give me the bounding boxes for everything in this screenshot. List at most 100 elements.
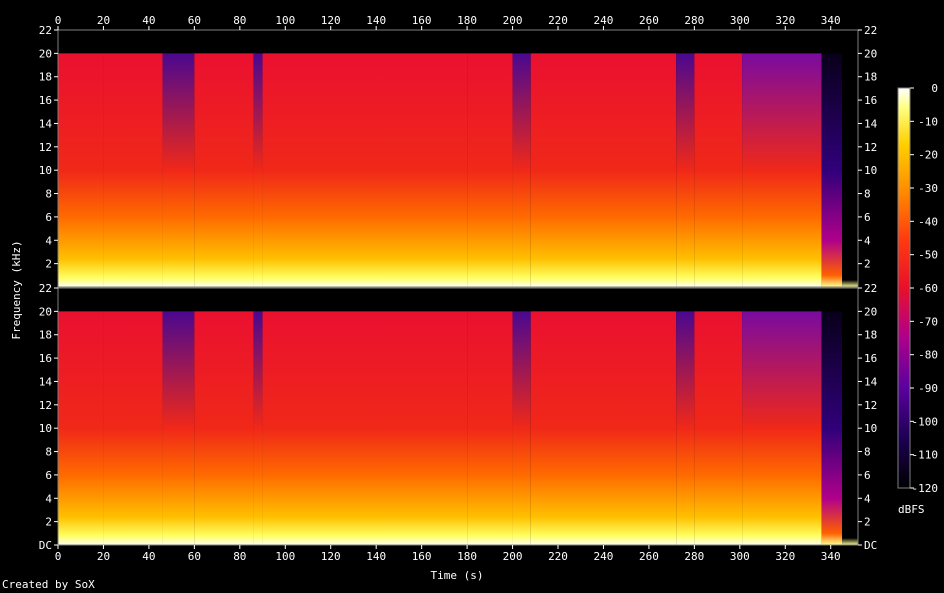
segment-8 <box>530 53 677 288</box>
x-tick-label-bottom: 80 <box>233 550 246 563</box>
y-tick-label-right: 10 <box>864 164 877 177</box>
y-tick-label-right: 18 <box>864 329 877 342</box>
x-tick-label-top: 80 <box>233 14 246 27</box>
x-tick-label-bottom: 240 <box>594 550 614 563</box>
y-tick-label-left: 12 <box>39 399 52 412</box>
segment-1 <box>103 311 163 545</box>
x-tick-label-top: 140 <box>366 14 386 27</box>
x-tick-label-bottom: 320 <box>775 550 795 563</box>
x-tick-label-bottom: 220 <box>548 550 568 563</box>
x-tick-label-top: 40 <box>142 14 155 27</box>
segment-8 <box>530 311 677 545</box>
x-tick-label-bottom: 40 <box>142 550 155 563</box>
x-tick-label-top: 260 <box>639 14 659 27</box>
y-tick-label-right: 4 <box>864 234 871 247</box>
y-tick-label-right: 20 <box>864 305 877 318</box>
segment-12 <box>821 311 843 545</box>
y-tick-label-right: 14 <box>864 375 878 388</box>
x-tick-label-bottom: 340 <box>821 550 841 563</box>
segment-2 <box>162 53 195 288</box>
y-tick-label-right: 10 <box>864 422 877 435</box>
y-tick-label-left: 2 <box>45 516 52 529</box>
x-tick-label-top: 180 <box>457 14 477 27</box>
x-tick-label-bottom: 100 <box>275 550 295 563</box>
y-tick-label-right: 22 <box>864 24 877 37</box>
colorbar-gradient <box>897 87 911 489</box>
y-tick-label-left: 6 <box>45 211 52 224</box>
y-tick-label-left: 8 <box>45 446 52 459</box>
above-cutoff-region <box>58 30 858 54</box>
segment-6 <box>467 53 513 288</box>
x-tick-label-bottom: 180 <box>457 550 477 563</box>
x-tick-label-top: 0 <box>55 14 62 27</box>
x-tick-label-top: 280 <box>684 14 704 27</box>
colorbar-label: dBFS <box>898 503 925 516</box>
y-tick-label-right: 8 <box>864 188 871 201</box>
x-tick-label-bottom: 200 <box>503 550 523 563</box>
plot-frame <box>57 29 859 288</box>
colorbar-tick-label: -100 <box>912 415 939 428</box>
colorbar-tick-label: -10 <box>918 115 938 128</box>
y-tick-label-left: 18 <box>39 329 52 342</box>
x-axis-label: Time (s) <box>431 569 484 582</box>
segment-3 <box>194 53 254 288</box>
x-tick-label-bottom: 280 <box>684 550 704 563</box>
y-tick-label-right: 20 <box>864 47 877 60</box>
colorbar-tick-label: 0 <box>931 82 938 95</box>
colorbar-tick-label: -70 <box>918 315 938 328</box>
colorbar-tick-label: -40 <box>918 215 938 228</box>
y-tick-label-right: 22 <box>864 282 877 295</box>
y-tick-label-left: 4 <box>45 234 52 247</box>
y-tick-label-right: 2 <box>864 258 871 271</box>
segment-5 <box>262 53 468 288</box>
segment-7 <box>512 311 531 545</box>
y-tick-label-left: 22 <box>39 282 52 295</box>
y-tick-label-left: 16 <box>39 94 52 107</box>
colorbar-tick-label: -80 <box>918 349 938 362</box>
x-tick-label-top: 120 <box>321 14 341 27</box>
x-tick-label-bottom: 140 <box>366 550 386 563</box>
credit-text: Created by SoX <box>2 578 95 591</box>
spectrogram-channel-2 <box>57 287 859 546</box>
segment-6 <box>467 311 513 545</box>
colorbar-tick-label: -50 <box>918 249 938 262</box>
segment-1 <box>103 53 163 288</box>
colorbar: 0 -10 -20 -30 -40 -50 -60 -70 -80 -90 -100 -110 -120… <box>897 82 939 516</box>
segment-11 <box>742 311 822 545</box>
x-tick-label-top: 60 <box>188 14 201 27</box>
x-tick-label-top: 20 <box>97 14 110 27</box>
x-tick-label-bottom: 60 <box>188 550 201 563</box>
y-axis-label: Frequency (kHz) <box>10 240 23 339</box>
segment-0 <box>58 53 104 288</box>
segment-5 <box>262 311 468 545</box>
y-tick-label-right: 6 <box>864 469 871 482</box>
y-tick-label-left: 12 <box>39 141 52 154</box>
y-tick-label-right: 16 <box>864 352 877 365</box>
y-tick-label-left: 4 <box>45 492 52 505</box>
x-tick-label-top: 200 <box>503 14 523 27</box>
spectrogram-channel-1 <box>57 29 859 288</box>
segment-10 <box>694 311 743 545</box>
x-tick-label-top: 240 <box>594 14 614 27</box>
y-tick-label-left: 10 <box>39 422 52 435</box>
segment-13 <box>842 311 858 545</box>
x-tick-label-bottom: 0 <box>55 550 62 563</box>
y-tick-label-left: 20 <box>39 47 52 60</box>
segment-4 <box>253 53 263 288</box>
x-tick-label-top: 320 <box>775 14 795 27</box>
y-tick-label-right: 18 <box>864 71 877 84</box>
segment-10 <box>694 53 743 288</box>
y-tick-label-right: 8 <box>864 446 871 459</box>
x-tick-label-bottom: 300 <box>730 550 750 563</box>
x-tick-label-bottom: 20 <box>97 550 110 563</box>
x-tick-label-bottom: 120 <box>321 550 341 563</box>
y-tick-label-left: DC <box>39 539 52 552</box>
segment-4 <box>253 311 263 545</box>
y-tick-label-right: 12 <box>864 141 877 154</box>
segment-9 <box>676 311 695 545</box>
y-tick-label-left: 18 <box>39 71 52 84</box>
y-tick-label-left: 14 <box>39 117 53 130</box>
x-tick-label-top: 300 <box>730 14 750 27</box>
plot-frame <box>57 287 859 546</box>
